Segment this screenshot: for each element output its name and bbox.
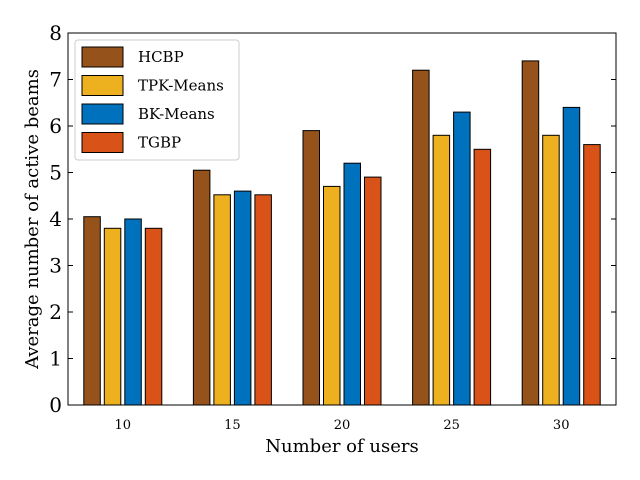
y-axis-title: Average number of active beams (22, 69, 43, 370)
bar-hcbp-25 (412, 69, 430, 406)
bar-tgbp-15 (254, 194, 272, 406)
bar-tgbp-30 (583, 144, 601, 406)
y-tick-label-8: 8 (49, 21, 62, 45)
bar-bk-means-15 (233, 190, 252, 406)
y-tick-label-0: 0 (49, 393, 62, 417)
y-tick-label-1: 1 (49, 347, 62, 371)
legend-swatch-0 (81, 46, 124, 68)
bar-tgbp-10 (144, 227, 163, 406)
bar-bk-means-30 (562, 106, 581, 406)
x-tick-label-1: 15 (224, 418, 241, 433)
x-tick-label-4: 30 (553, 418, 570, 433)
bar-tpk-means-25 (432, 134, 451, 406)
y-tick-label-2: 2 (49, 300, 62, 324)
bar-tgbp-20 (364, 176, 382, 406)
bar-tpk-means-20 (323, 185, 341, 406)
bar-tpk-means-10 (103, 227, 122, 406)
y-tick-label-4: 4 (49, 207, 62, 231)
legend-label-2: BK-Means (138, 105, 215, 123)
legend-label-3: TGBP (138, 134, 181, 152)
legend: HCBP TPK-Means BK-Means TGBP (74, 39, 240, 161)
x-tick-label-3: 25 (443, 418, 460, 433)
bar-tpk-means-30 (542, 134, 560, 406)
bar-hcbp-30 (521, 60, 540, 406)
y-tick-label-3: 3 (49, 254, 62, 278)
y-tick-label-7: 7 (49, 68, 62, 92)
bar-bk-means-10 (124, 218, 142, 406)
legend-swatch-1 (81, 75, 124, 96)
x-tick-label-0: 10 (115, 418, 132, 433)
x-axis: 10 15 20 25 30 (115, 418, 570, 433)
legend-label-1: TPK-Means (138, 77, 224, 95)
legend-label-0: HCBP (138, 48, 184, 66)
y-axis: 0 1 2 3 4 5 6 7 8 (49, 21, 616, 417)
bar-tpk-means-15 (213, 194, 231, 406)
bar-hcbp-20 (302, 130, 320, 406)
x-tick-label-2: 20 (334, 418, 351, 433)
legend-swatch-2 (81, 103, 124, 125)
legend-swatch-3 (81, 132, 124, 153)
bar-hcbp-10 (83, 216, 101, 406)
bar-tgbp-25 (473, 148, 492, 406)
y-tick-label-6: 6 (49, 114, 62, 138)
x-axis-title: Number of users (265, 436, 418, 457)
bar-bk-means-20 (343, 162, 361, 406)
bar-bk-means-25 (453, 111, 471, 406)
legend-frame (74, 39, 240, 161)
bar-hcbp-15 (192, 169, 211, 406)
y-tick-label-5: 5 (49, 161, 62, 185)
